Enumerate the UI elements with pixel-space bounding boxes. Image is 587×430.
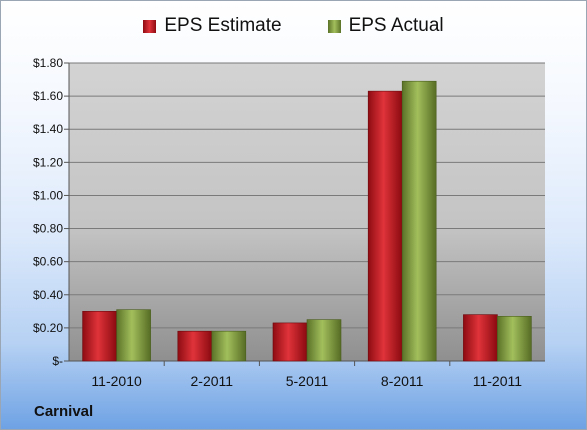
- bar-estimate: [463, 314, 498, 362]
- y-tick-label: $0.20: [33, 321, 63, 335]
- bar-actual: [497, 315, 532, 362]
- legend-item-actual: EPS Actual: [327, 15, 444, 37]
- legend-label-estimate: EPS Estimate: [164, 15, 282, 36]
- y-tick-label: $1.40: [33, 122, 63, 136]
- bar-estimate: [177, 330, 213, 362]
- x-tick-label: 8-2011: [381, 373, 424, 389]
- bar-estimate: [272, 322, 308, 362]
- legend-label-actual: EPS Actual: [348, 15, 444, 36]
- legend-item-estimate: EPS Estimate: [143, 15, 282, 37]
- bar-actual: [306, 319, 342, 362]
- y-tick-label: $1.60: [33, 89, 63, 103]
- y-tick-label: $0.40: [33, 288, 63, 302]
- x-tick-label: 5-2011: [286, 373, 329, 389]
- legend-swatch-estimate: [143, 19, 157, 33]
- y-tick-label: $0.60: [33, 255, 63, 269]
- bar-actual: [116, 309, 151, 362]
- y-tick-label: $1.80: [33, 56, 63, 70]
- y-tick-label: $-: [52, 354, 63, 368]
- bar-estimate: [367, 90, 403, 362]
- y-tick-label: $1.20: [33, 155, 63, 169]
- y-tick-label: $0.80: [33, 222, 63, 236]
- y-tick-label: $1.00: [33, 188, 63, 202]
- company-label: Carnival: [34, 403, 94, 420]
- x-tick-label: 11-2011: [473, 373, 523, 389]
- x-tick-label: 11-2010: [91, 373, 142, 389]
- bar-actual: [401, 80, 437, 362]
- bar-estimate: [82, 311, 117, 362]
- bar-actual: [211, 330, 247, 362]
- legend-swatch-actual: [327, 19, 341, 33]
- x-tick-label: 2-2011: [191, 373, 234, 389]
- legend: EPS Estimate EPS Actual: [1, 15, 586, 37]
